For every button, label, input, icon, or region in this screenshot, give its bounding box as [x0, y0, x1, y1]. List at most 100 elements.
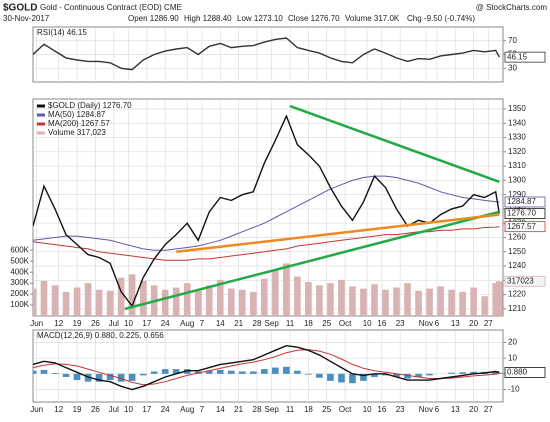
x-tick-label: Nov — [419, 405, 433, 414]
bar — [283, 366, 290, 374]
bar — [161, 369, 169, 374]
plot-area — [33, 27, 503, 82]
bar — [216, 369, 224, 374]
bar — [327, 373, 334, 381]
x-tick-label: Jun — [30, 405, 43, 414]
legend-label: $GOLD (Daily) 1276.70 — [48, 101, 132, 110]
trendline — [124, 210, 500, 311]
x-tick-label: 6 — [435, 405, 440, 414]
bar — [106, 373, 114, 381]
x-tick-label: 16 — [377, 405, 386, 414]
x-tick-label: 25 — [322, 319, 331, 328]
bar — [172, 369, 180, 374]
bar — [183, 283, 191, 316]
last-value-label: 0.880 — [507, 368, 528, 377]
x-tick-label: 18 — [304, 405, 313, 414]
last-value-box — [504, 51, 546, 63]
bar — [404, 283, 411, 316]
last-value-box — [504, 208, 546, 220]
x-tick-label: 17 — [142, 405, 151, 414]
x-tick-label: 10 — [363, 405, 372, 414]
x-tick-label: 13 — [451, 319, 460, 328]
bar — [481, 296, 488, 316]
bar — [382, 289, 389, 316]
line — [33, 349, 500, 386]
bar — [316, 373, 323, 378]
last-value-box — [504, 275, 546, 287]
line — [33, 344, 500, 391]
bar — [95, 373, 103, 382]
bar — [393, 287, 400, 316]
y2-tick-label: 300K — [10, 278, 29, 287]
bar — [40, 280, 48, 316]
bar — [117, 277, 125, 316]
y-tick-label: 1210 — [508, 304, 526, 313]
x-tick-label: 20 — [469, 319, 478, 328]
y-tick-label: -10 — [508, 385, 520, 394]
plot-area — [33, 99, 503, 316]
panel-legend: RSI(14) 46.15 — [37, 28, 87, 37]
high: High 1288.40 — [184, 14, 232, 23]
x-tick-label: Sep — [265, 405, 280, 414]
x-tick-label: 11 — [286, 319, 295, 328]
x-tick-label: Aug — [180, 405, 194, 414]
bar — [283, 263, 290, 316]
bar — [294, 276, 301, 316]
x-tick-label: 13 — [451, 405, 460, 414]
x-tick-label: Sep — [265, 319, 280, 328]
bar — [128, 274, 136, 316]
bar — [250, 371, 257, 374]
last-value-box — [504, 367, 546, 378]
bar — [272, 269, 279, 316]
y-tick-label: 1320 — [508, 147, 526, 156]
date: 30-Nov-2017 — [3, 14, 50, 23]
bar — [194, 290, 202, 316]
bar — [161, 289, 169, 316]
x-tick-label: 12 — [54, 405, 63, 414]
y-tick-label: 1290 — [508, 190, 526, 199]
bar — [338, 279, 345, 316]
x-tick-label: Jul — [109, 319, 119, 328]
bar — [272, 367, 279, 374]
x-tick-label: 10 — [363, 319, 372, 328]
bar — [238, 289, 246, 316]
panel — [32, 329, 504, 403]
legend-label: Volume 317,023 — [48, 128, 106, 137]
bar — [150, 371, 158, 374]
x-tick-label: 10 — [124, 405, 133, 414]
y2-tick-label: 600K — [10, 245, 29, 254]
bar — [305, 373, 312, 375]
x-tick-label: 18 — [304, 319, 313, 328]
bar — [371, 373, 378, 377]
bar — [294, 370, 301, 374]
bar — [227, 370, 235, 374]
trendline — [289, 104, 500, 183]
bar — [459, 291, 466, 316]
x-tick-label: 26 — [91, 405, 100, 414]
x-tick-label: 7 — [200, 319, 205, 328]
bar — [496, 372, 503, 374]
bar — [62, 291, 70, 316]
last-value-box — [504, 221, 546, 233]
bar — [360, 373, 367, 381]
line — [33, 37, 500, 71]
y-tick-label: 1330 — [508, 133, 526, 142]
bar — [426, 288, 433, 316]
panel-legend: MACD(12,26,9) 0.880, 0.225, 0.656 — [37, 331, 164, 340]
bar — [382, 373, 389, 376]
last-value-label: 46.15 — [507, 52, 528, 61]
bar — [371, 284, 378, 316]
source: @ StockCharts.com — [476, 3, 548, 12]
bar — [128, 373, 136, 381]
y-tick-label: 30 — [508, 63, 517, 72]
x-tick-label: 24 — [161, 319, 170, 328]
bar — [415, 290, 422, 316]
y2-tick-label: 100K — [10, 300, 29, 309]
y-tick-label: 10 — [508, 353, 517, 362]
bar — [305, 282, 312, 316]
x-tick-label: 28 — [253, 405, 262, 414]
last-value-label: 1284.87 — [507, 197, 536, 206]
x-tick-label: 20 — [469, 405, 478, 414]
bar — [415, 373, 422, 377]
